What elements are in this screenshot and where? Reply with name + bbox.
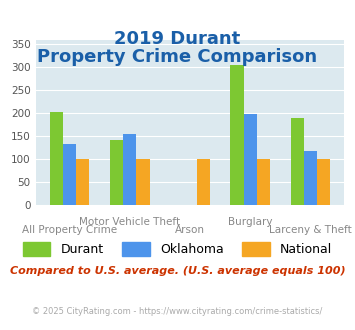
Bar bbox=[244, 114, 257, 205]
Text: Property Crime Comparison: Property Crime Comparison bbox=[37, 48, 318, 66]
Text: Larceny & Theft: Larceny & Theft bbox=[269, 225, 352, 235]
Text: Arson: Arson bbox=[175, 225, 205, 235]
Bar bbox=[123, 135, 136, 205]
Text: Compared to U.S. average. (U.S. average equals 100): Compared to U.S. average. (U.S. average … bbox=[10, 266, 345, 276]
Text: © 2025 CityRating.com - https://www.cityrating.com/crime-statistics/: © 2025 CityRating.com - https://www.city… bbox=[32, 307, 323, 315]
Text: All Property Crime: All Property Crime bbox=[22, 225, 117, 235]
Legend: Durant, Oklahoma, National: Durant, Oklahoma, National bbox=[18, 237, 337, 261]
Bar bbox=[197, 159, 210, 205]
Bar bbox=[304, 150, 317, 205]
Bar bbox=[76, 159, 89, 205]
Bar bbox=[230, 65, 244, 205]
Text: Burglary: Burglary bbox=[228, 217, 272, 227]
Text: 2019 Durant: 2019 Durant bbox=[114, 30, 241, 48]
Bar bbox=[290, 118, 304, 205]
Text: Motor Vehicle Theft: Motor Vehicle Theft bbox=[79, 217, 180, 227]
Bar bbox=[110, 140, 123, 205]
Bar bbox=[50, 113, 63, 205]
Bar bbox=[317, 159, 330, 205]
Bar bbox=[63, 144, 76, 205]
Bar bbox=[257, 159, 270, 205]
Bar bbox=[136, 159, 149, 205]
